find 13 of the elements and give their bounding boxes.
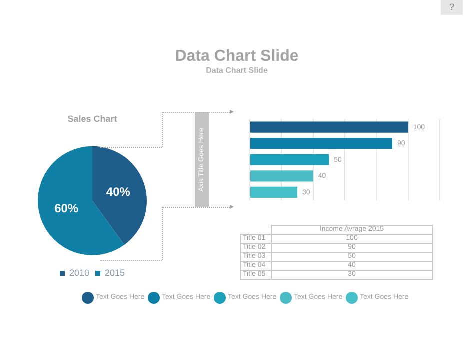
bar (250, 170, 314, 182)
bar (250, 186, 298, 198)
data-label: 40% (106, 184, 131, 199)
data-label: 60% (54, 202, 79, 216)
text: Data Chart Slide (205, 66, 269, 75)
legend-label: 2010 (69, 268, 90, 278)
text: Data Chart Slide (174, 48, 300, 66)
bar (250, 122, 408, 133)
bar (250, 138, 392, 150)
bar (250, 154, 330, 166)
chart-title: Sales Chart (68, 114, 118, 124)
legend-label: 2015 (105, 268, 126, 278)
text: ? (441, 0, 463, 15)
